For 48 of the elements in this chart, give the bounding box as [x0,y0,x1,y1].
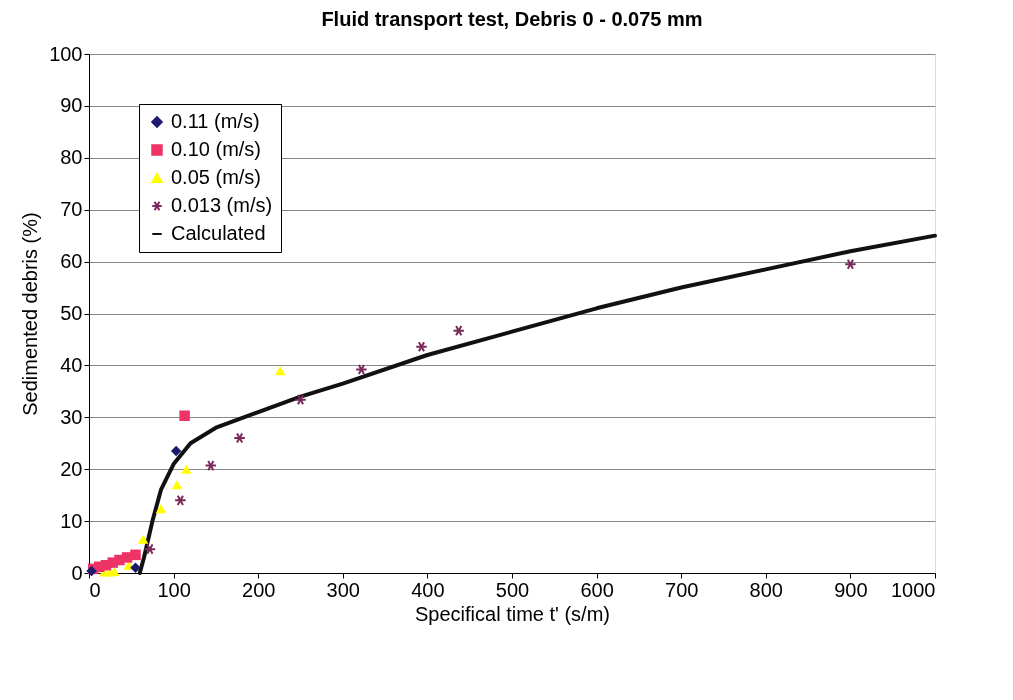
y-tick-label: 40 [60,353,83,376]
y-tick-label: 50 [60,302,83,324]
point [130,562,141,574]
x-tick-label: 500 [495,578,530,601]
x-tick-label: 100 [157,578,191,601]
y-tick-label: 90 [60,94,83,117]
x-tick-label: 600 [580,578,614,601]
y-tick-label: 0 [71,561,83,584]
y-axis-title: Sedimented debris (%) [19,212,42,416]
x-tick-label: 0 [89,578,101,601]
point [181,464,192,474]
x-tick-label: 300 [326,578,360,601]
chart-title: Fluid transport test, Debris 0 - 0.075 mm [321,8,703,30]
legend-label: Calculated [171,222,266,244]
point [204,460,218,472]
x-tick-label: 400 [411,578,445,601]
point [143,543,157,555]
legend-label: 0.10 (m/s) [171,138,262,160]
y-tick-label: 20 [60,457,83,480]
y-tick-label: 10 [60,509,83,532]
x-tick-label: 1000 [891,578,936,601]
point [415,341,428,353]
x-tick-label: 800 [749,578,783,601]
point [355,363,368,376]
legend-label: 0.05 (m/s) [171,166,262,188]
x-axis-title: Specifical time t' (s/m) [415,602,610,625]
y-tick-label: 80 [60,146,83,169]
x-tick-label: 900 [834,578,868,601]
point [179,410,190,421]
point [155,504,167,514]
legend-label: 0.11 (m/s) [171,110,260,132]
x-tick-label: 700 [665,578,699,601]
x-tick-label: 200 [242,578,276,601]
y-tick-label: 100 [49,42,83,65]
y-tick-label: 60 [60,250,83,273]
point [233,432,246,444]
point [137,534,149,544]
point [130,549,141,561]
y-tick-label: 70 [60,198,83,221]
point [844,258,857,270]
point [274,366,286,376]
y-tick-label: 30 [60,405,83,428]
point [294,394,307,406]
point [171,480,183,490]
point [170,445,182,457]
point [174,494,187,506]
point [452,325,465,337]
legend-label: 0.013 (m/s) [171,194,273,216]
